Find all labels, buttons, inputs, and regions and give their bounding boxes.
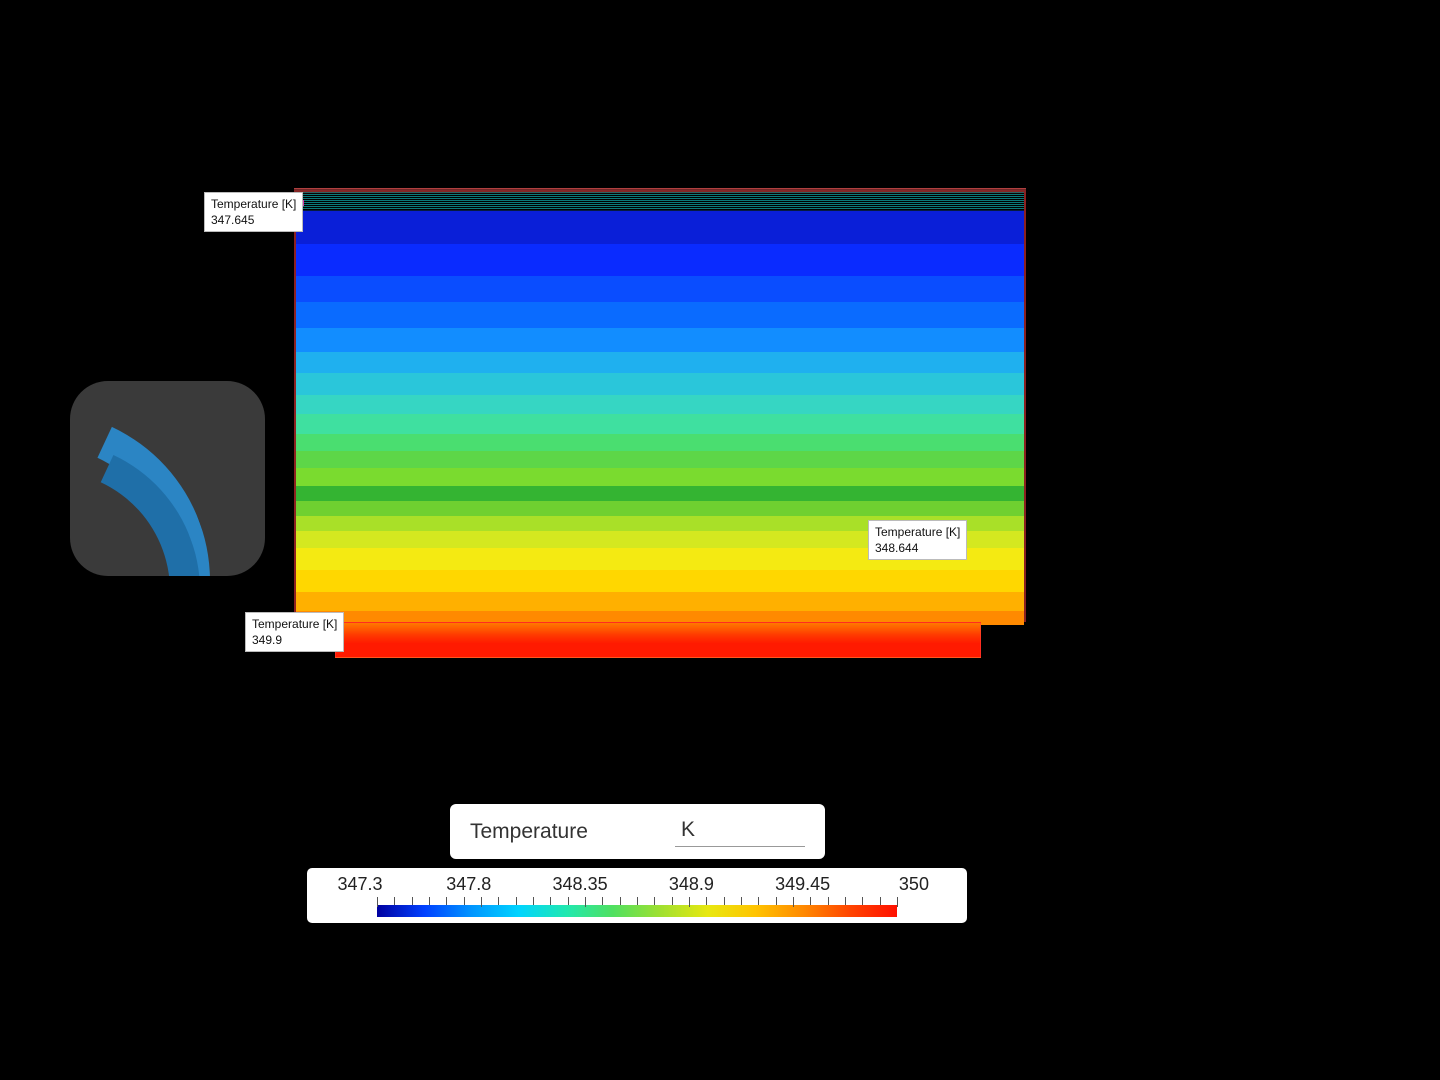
probe-value: 349.9 <box>252 632 337 648</box>
legend-colorbar-panel: 347.3 347.8 348.35 348.9 349.45 350 <box>307 868 967 923</box>
probe-label: Temperature [K] <box>211 196 296 212</box>
probe-bottom-left[interactable]: Temperature [K]349.9 <box>246 613 343 651</box>
legend-minor-ticks <box>377 897 897 905</box>
probe-label: Temperature [K] <box>252 616 337 632</box>
legend-tick-4: 349.45 <box>775 874 830 895</box>
probe-mid-right[interactable]: Temperature [K]348.644 <box>869 521 966 559</box>
legend-gradient-bar[interactable] <box>377 905 897 917</box>
probe-top-left[interactable]: Temperature [K]347.645 <box>205 193 302 231</box>
watermark-logo-icon <box>70 381 265 576</box>
legend-unit-field[interactable]: K <box>675 816 805 847</box>
legend-quantity-label: Temperature <box>470 820 588 844</box>
legend-unit-value: K <box>681 818 695 841</box>
probe-value: 348.644 <box>875 540 960 556</box>
legend-tick-2: 348.35 <box>553 874 608 895</box>
probe-label: Temperature [K] <box>875 524 960 540</box>
legend-tick-3: 348.9 <box>666 874 716 895</box>
probe-value: 347.645 <box>211 212 296 228</box>
legend-title-panel: Temperature K <box>450 804 825 859</box>
simulation-top-iso-lines <box>296 192 1024 210</box>
legend-tick-0: 347.3 <box>335 874 385 895</box>
simulation-base[interactable] <box>335 622 981 658</box>
legend-tick-5: 350 <box>889 874 939 895</box>
legend-tick-labels: 347.3 347.8 348.35 348.9 349.45 350 <box>307 868 967 895</box>
simulation-top-seam <box>294 188 1026 194</box>
legend-tick-1: 347.8 <box>444 874 494 895</box>
